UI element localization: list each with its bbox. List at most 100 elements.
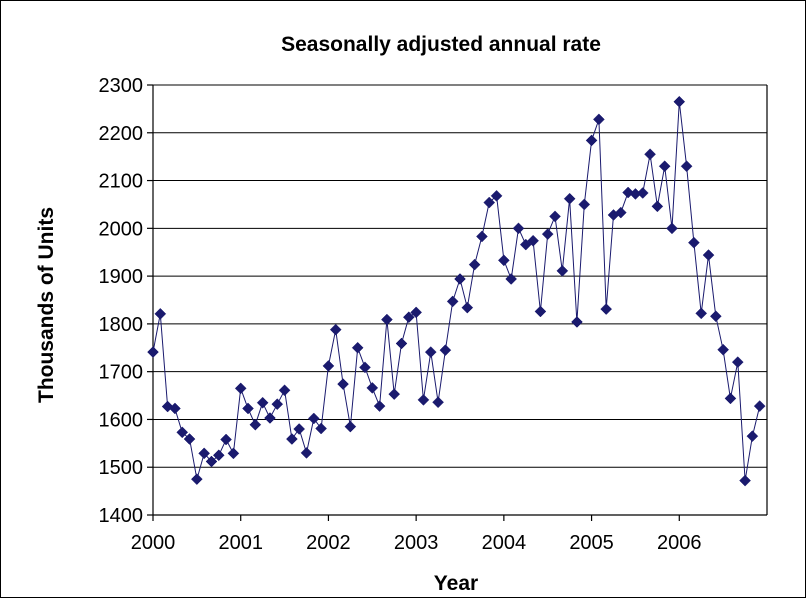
data-points — [147, 95, 766, 487]
data-point — [278, 384, 291, 397]
data-point — [498, 254, 510, 267]
data-point — [307, 412, 320, 425]
data-point — [622, 186, 634, 199]
axes — [147, 84, 768, 521]
data-point — [658, 160, 671, 173]
data-point — [593, 113, 605, 126]
data-point — [534, 305, 547, 318]
data-point — [234, 382, 247, 395]
y-tick-label: 1800 — [99, 314, 144, 336]
data-point — [293, 423, 306, 435]
data-point — [249, 418, 262, 431]
data-point — [381, 313, 393, 326]
data-point — [644, 148, 656, 161]
data-point — [183, 433, 196, 445]
data-point — [147, 346, 159, 358]
x-tick-label: 2004 — [482, 532, 527, 554]
data-point — [388, 388, 401, 400]
data-point — [322, 360, 335, 372]
data-point — [300, 447, 313, 459]
data-point — [220, 433, 232, 446]
data-point — [191, 473, 203, 486]
y-tick-label: 1900 — [99, 266, 144, 288]
data-point — [344, 420, 357, 433]
data-point — [446, 295, 459, 308]
data-point — [571, 316, 583, 328]
data-point — [286, 433, 298, 445]
data-point — [205, 455, 218, 468]
y-tick-label: 2200 — [99, 123, 144, 145]
data-point — [636, 187, 649, 199]
x-tick-label: 2006 — [657, 532, 702, 554]
data-point — [366, 382, 379, 394]
data-point — [468, 258, 481, 271]
data-point — [417, 394, 430, 406]
x-tick-label: 2003 — [394, 532, 439, 554]
data-point — [527, 234, 539, 247]
series-line — [152, 101, 761, 481]
data-point — [454, 273, 466, 285]
data-point — [600, 303, 613, 315]
data-point — [227, 447, 240, 460]
x-tick-label: 2005 — [569, 532, 614, 554]
data-point — [695, 307, 708, 320]
data-point — [271, 398, 284, 411]
y-tick-label: 1400 — [99, 505, 144, 527]
y-tick-label: 2100 — [99, 171, 144, 193]
data-point — [585, 134, 598, 147]
data-point — [717, 343, 729, 356]
data-point — [329, 323, 342, 336]
data-point — [651, 200, 664, 213]
data-point — [512, 222, 525, 235]
x-tick-label: 2002 — [306, 532, 351, 554]
data-point — [753, 400, 766, 412]
y-tick-label: 2300 — [99, 75, 144, 97]
data-point — [402, 311, 415, 324]
data-point — [541, 228, 554, 240]
data-point — [673, 95, 686, 108]
data-point — [410, 306, 422, 319]
data-point — [578, 198, 591, 211]
x-tick-label: 2001 — [218, 532, 263, 554]
data-point — [702, 249, 715, 261]
data-point — [549, 210, 561, 223]
x-tick-labels: 2000 2001 2002 2003 2004 2005 2006 — [131, 532, 702, 554]
data-point — [198, 447, 211, 460]
data-point — [359, 361, 371, 374]
data-point — [461, 301, 474, 314]
y-tick-label: 1500 — [99, 457, 144, 479]
data-point — [739, 474, 751, 487]
data-point — [563, 192, 576, 205]
data-point — [688, 236, 700, 249]
data-point — [337, 378, 349, 390]
data-point — [395, 337, 408, 350]
data-point — [746, 430, 759, 443]
data-point — [490, 189, 503, 202]
x-tick-label: 2000 — [131, 532, 176, 554]
data-point — [724, 392, 737, 405]
data-point — [556, 265, 569, 277]
y-tick-label: 2000 — [99, 218, 144, 240]
data-point — [373, 400, 386, 412]
data-point — [351, 341, 364, 354]
data-point — [264, 412, 276, 424]
data-point — [731, 356, 744, 368]
y-axis-title: Thousands of Units — [35, 207, 58, 403]
data-point — [176, 426, 189, 439]
data-point — [476, 230, 488, 243]
data-point — [256, 396, 269, 409]
data-point — [666, 222, 678, 235]
data-point — [709, 310, 722, 323]
data-point — [614, 206, 627, 219]
data-point — [505, 273, 518, 285]
data-point — [212, 449, 225, 462]
data-point — [154, 308, 167, 320]
data-point — [439, 344, 452, 357]
gridlines — [153, 84, 767, 516]
data-point — [680, 160, 693, 173]
data-point — [315, 422, 327, 435]
y-tick-label: 1700 — [99, 362, 144, 384]
y-tick-labels: 1400 1500 1600 1700 1800 1900 2000 2100 2200 2300 — [99, 75, 144, 527]
